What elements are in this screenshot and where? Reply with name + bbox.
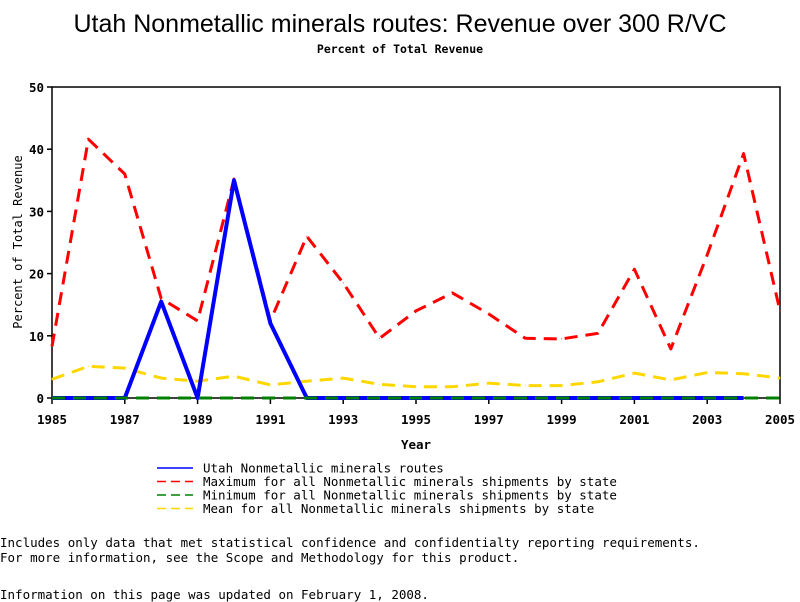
legend-label: Maximum for all Nonmetallic minerals shi… bbox=[203, 474, 617, 489]
data-point bbox=[160, 397, 162, 399]
data-point bbox=[415, 397, 417, 399]
data-point bbox=[524, 385, 526, 387]
data-point bbox=[379, 383, 381, 385]
footnote-confidence: Includes only data that met statistical … bbox=[0, 535, 700, 550]
data-point bbox=[342, 282, 344, 284]
data-point bbox=[51, 397, 53, 399]
y-axis-label: Percent of Total Revenue bbox=[11, 155, 25, 328]
data-point bbox=[670, 379, 672, 381]
data-point bbox=[633, 268, 635, 270]
x-tick-label: 1993 bbox=[328, 412, 358, 427]
data-point bbox=[87, 138, 89, 140]
data-point bbox=[233, 179, 235, 181]
data-point bbox=[160, 297, 162, 299]
data-point bbox=[124, 173, 126, 175]
y-tick-label: 30 bbox=[29, 204, 44, 219]
x-tick-label: 1997 bbox=[474, 412, 504, 427]
data-point bbox=[451, 386, 453, 388]
data-point bbox=[197, 320, 199, 322]
data-point bbox=[670, 348, 672, 350]
data-point bbox=[451, 292, 453, 294]
data-point bbox=[670, 397, 672, 399]
data-point bbox=[197, 397, 199, 399]
data-point bbox=[342, 377, 344, 379]
data-point bbox=[488, 397, 490, 399]
series-line-0 bbox=[52, 178, 744, 400]
data-point bbox=[306, 380, 308, 382]
data-point bbox=[379, 337, 381, 339]
series-line-1 bbox=[50, 137, 782, 351]
y-tick-label: 50 bbox=[29, 80, 44, 95]
data-point bbox=[124, 367, 126, 369]
data-point bbox=[706, 371, 708, 373]
footnote-methodology: For more information, see the Scope and … bbox=[0, 549, 520, 565]
legend-label: Mean for all Nonmetallic minerals shipme… bbox=[203, 501, 594, 516]
y-tick-label: 0 bbox=[36, 391, 44, 406]
data-point bbox=[269, 322, 271, 324]
chart-title: Utah Nonmetallic minerals routes: Revenu… bbox=[73, 10, 726, 38]
data-point bbox=[743, 373, 745, 375]
data-point bbox=[415, 310, 417, 312]
x-tick-label: 2005 bbox=[765, 412, 795, 427]
data-point bbox=[51, 378, 53, 380]
data-point bbox=[124, 397, 126, 399]
data-point bbox=[633, 397, 635, 399]
x-tick-label: 1987 bbox=[110, 412, 140, 427]
data-point bbox=[51, 345, 53, 347]
chart-subtitle: Percent of Total Revenue bbox=[317, 42, 483, 56]
data-point bbox=[779, 377, 781, 379]
x-tick-label: 1999 bbox=[547, 412, 577, 427]
x-tick-label: 1985 bbox=[37, 412, 67, 427]
data-point bbox=[779, 397, 781, 399]
plot-frame bbox=[51, 86, 781, 399]
data-point bbox=[561, 385, 563, 387]
data-point bbox=[197, 380, 199, 382]
series-line-3 bbox=[51, 364, 781, 389]
x-tick-label: 1995 bbox=[401, 412, 431, 427]
data-point bbox=[561, 338, 563, 340]
data-point bbox=[633, 372, 635, 374]
data-point bbox=[743, 153, 745, 155]
data-point bbox=[561, 397, 563, 399]
data-point bbox=[524, 337, 526, 339]
data-point bbox=[87, 365, 89, 367]
legend-label: Minimum for all Nonmetallic minerals shi… bbox=[203, 488, 617, 503]
data-point bbox=[160, 377, 162, 379]
data-point bbox=[488, 382, 490, 384]
x-tick-label: 1989 bbox=[183, 412, 213, 427]
y-tick-label: 40 bbox=[29, 142, 44, 157]
data-point bbox=[233, 375, 235, 377]
data-point bbox=[597, 332, 599, 334]
data-point bbox=[306, 235, 308, 237]
data-point bbox=[597, 381, 599, 383]
y-tick-label: 10 bbox=[29, 329, 44, 344]
data-point bbox=[488, 313, 490, 315]
data-point bbox=[379, 397, 381, 399]
data-point bbox=[524, 397, 526, 399]
data-point bbox=[706, 254, 708, 256]
data-point bbox=[233, 397, 235, 399]
data-point bbox=[743, 397, 745, 399]
data-point bbox=[451, 397, 453, 399]
data-point bbox=[269, 384, 271, 386]
data-point bbox=[160, 301, 162, 303]
data-point bbox=[87, 397, 89, 399]
data-point bbox=[597, 397, 599, 399]
x-tick-label: 1991 bbox=[255, 412, 285, 427]
data-point bbox=[306, 397, 308, 399]
x-tick-label: 2001 bbox=[619, 412, 649, 427]
footnotes: Includes only data that met statistical … bbox=[0, 535, 700, 565]
data-point bbox=[342, 397, 344, 399]
data-point bbox=[779, 310, 781, 312]
update-notice: Information on this page was updated on … bbox=[0, 587, 429, 602]
data-point bbox=[415, 386, 417, 388]
y-tick-label: 20 bbox=[29, 267, 44, 282]
data-point bbox=[706, 397, 708, 399]
data-point bbox=[269, 397, 271, 399]
legend-label: Utah Nonmetallic minerals routes bbox=[203, 461, 444, 476]
x-axis-label: Year bbox=[401, 437, 432, 452]
x-tick-label: 2003 bbox=[692, 412, 722, 427]
